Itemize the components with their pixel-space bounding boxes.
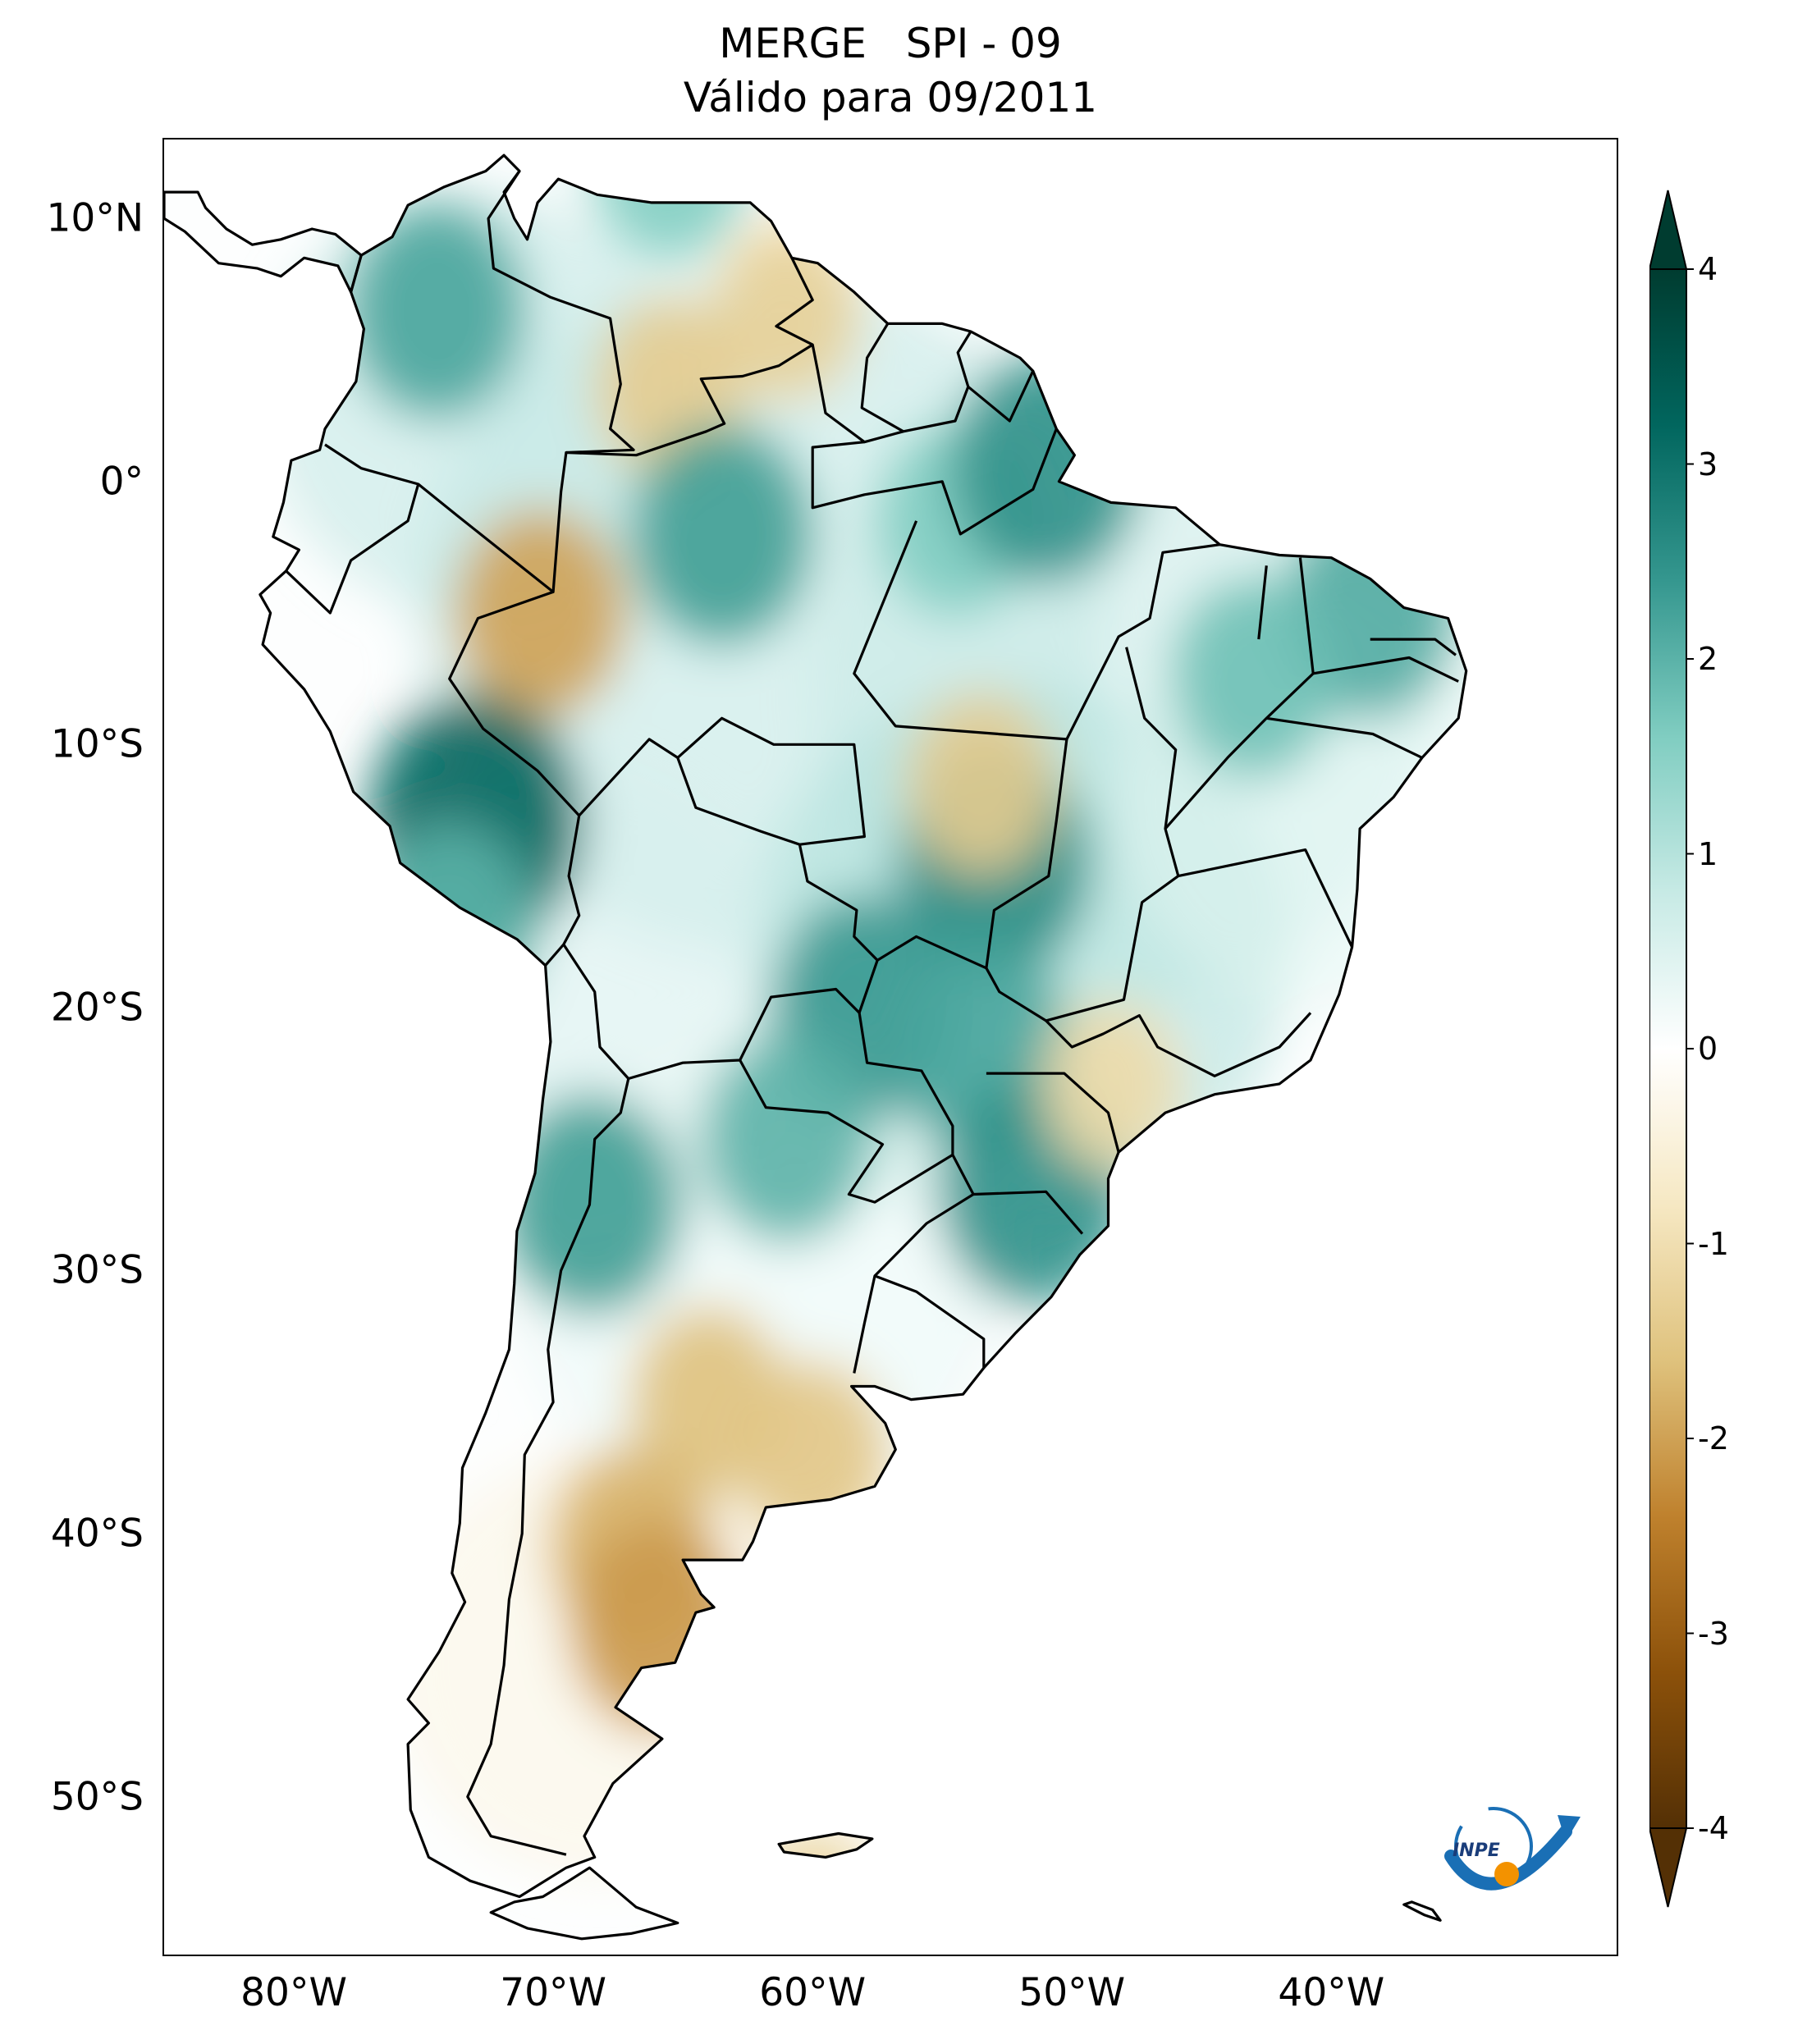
political-border xyxy=(628,987,954,1204)
spi-anomaly-patch xyxy=(501,1094,684,1316)
map-panel xyxy=(162,138,1618,1956)
coastline xyxy=(489,1866,679,1941)
political-border xyxy=(811,428,1058,536)
colorbar-body xyxy=(1649,268,1687,1829)
colorbar-extend-bottom xyxy=(1649,1827,1688,1908)
political-border xyxy=(448,590,581,967)
lat-tick-label: 30°S xyxy=(50,1247,144,1293)
spi-anomaly-patch xyxy=(701,1035,872,1244)
colorbar-tick-label: 4 xyxy=(1698,251,1718,287)
lon-tick-label: 40°W xyxy=(1278,1970,1385,2015)
coastline xyxy=(164,190,363,294)
logo-text: INPE xyxy=(1453,1841,1500,1861)
colorbar-tick-label: 3 xyxy=(1698,446,1718,482)
colorbar-tick-label: -3 xyxy=(1698,1615,1729,1652)
colorbar-tick-label: -2 xyxy=(1698,1420,1729,1456)
lat-tick-label: 10°S xyxy=(50,721,144,767)
spi-anomaly-patch xyxy=(570,1519,744,1732)
inpe-logo: INPE xyxy=(1443,1799,1581,1914)
lat-tick-label: 50°S xyxy=(50,1774,144,1820)
political-border xyxy=(285,483,420,615)
political-border xyxy=(876,935,987,970)
political-border xyxy=(985,647,1180,1022)
spi-anomaly-patch xyxy=(347,202,526,419)
political-border xyxy=(853,1154,975,1374)
political-border xyxy=(874,1274,986,1369)
political-border xyxy=(853,520,1220,741)
lon-tick-label: 60°W xyxy=(759,1970,867,2015)
title-line-1: MERGE SPI - 09 xyxy=(719,20,1062,67)
colorbar-tick-label: 2 xyxy=(1698,641,1718,677)
lat-tick-label: 40°S xyxy=(50,1511,144,1557)
political-border xyxy=(1370,638,1457,656)
lat-tick-label: 10°N xyxy=(46,195,144,241)
colorbar-tick-label: -1 xyxy=(1698,1225,1729,1262)
political-border xyxy=(973,1190,1084,1235)
coastline xyxy=(777,1831,874,1859)
spi-anomaly-patch xyxy=(736,1360,890,1548)
lat-tick-label: 20°S xyxy=(50,985,144,1031)
colorbar-tick-label: -4 xyxy=(1698,1810,1729,1846)
political-border xyxy=(1045,1012,1312,1077)
political-border xyxy=(1312,656,1459,683)
map-canvas xyxy=(164,153,1468,1941)
lon-tick-label: 80°W xyxy=(240,1970,347,2015)
political-border xyxy=(986,1072,1120,1153)
political-border xyxy=(1178,848,1354,948)
spi-anomaly-patch xyxy=(455,509,626,718)
lon-tick-label: 50°W xyxy=(1018,1970,1126,2015)
political-border xyxy=(1257,565,1268,640)
spi-anomaly-patch xyxy=(1041,1001,1180,1172)
spi-anomaly-patch xyxy=(951,353,1141,583)
title-line-2: Válido para 09/2011 xyxy=(683,74,1098,121)
colorbar-tick-label: 0 xyxy=(1698,1031,1718,1067)
map-title: MERGE SPI - 09 Válido para 09/2011 xyxy=(162,16,1618,125)
political-border xyxy=(676,716,866,846)
political-border xyxy=(1266,716,1423,759)
political-border xyxy=(466,944,630,1856)
spi-anomaly-patch xyxy=(906,693,1056,876)
political-border xyxy=(860,322,904,433)
spi-anomaly-patch xyxy=(630,423,813,645)
coastline xyxy=(1402,1900,1442,1922)
spi-anomaly-patch xyxy=(1171,578,1336,779)
spi-anomaly-patch xyxy=(364,824,535,1033)
colorbar-extend-top xyxy=(1649,190,1688,270)
political-border xyxy=(565,343,814,457)
lon-tick-label: 70°W xyxy=(500,1970,606,2015)
lat-tick-label: 0° xyxy=(99,459,144,505)
colorbar-tick-label: 1 xyxy=(1698,835,1718,872)
spi-anomaly-layer xyxy=(262,155,1466,1939)
coastline xyxy=(258,153,1468,1899)
political-border xyxy=(324,170,635,593)
colorbar xyxy=(1649,190,1694,1908)
country-borders xyxy=(164,153,1468,1941)
political-border xyxy=(967,370,1035,423)
political-border xyxy=(775,257,972,444)
